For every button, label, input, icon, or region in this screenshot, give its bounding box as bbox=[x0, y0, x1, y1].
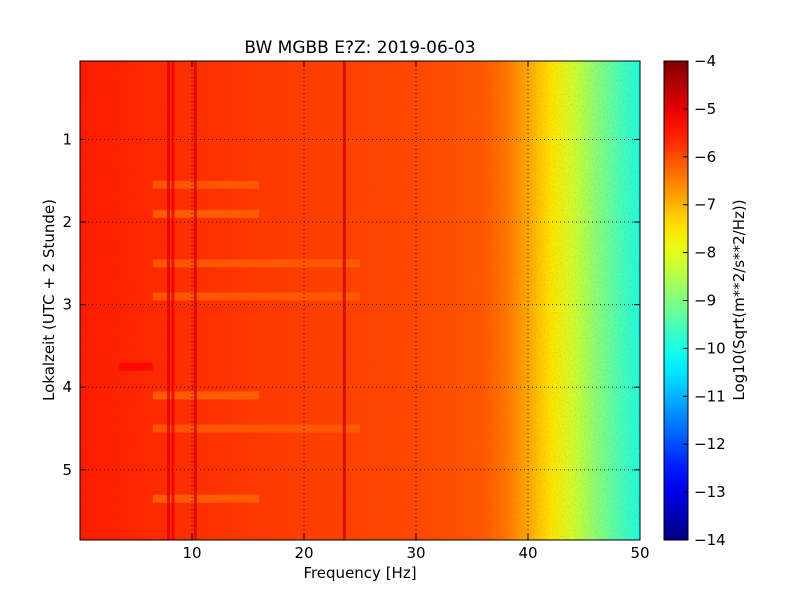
colorbar-tick-label: −13 bbox=[694, 483, 726, 501]
colorbar-tick-label: −10 bbox=[694, 339, 726, 357]
horizontal-band bbox=[152, 424, 360, 433]
colorbar-tick-label: −9 bbox=[694, 292, 716, 310]
plot-frame bbox=[79, 60, 641, 541]
vertical-line bbox=[193, 61, 197, 540]
horizontal-band bbox=[152, 292, 360, 301]
heatmap-features bbox=[119, 61, 360, 540]
horizontal-band bbox=[152, 259, 360, 268]
y-axis-ticks: 1 2 3 4 5 bbox=[62, 130, 640, 479]
x-tick-label: 30 bbox=[406, 544, 425, 562]
y-axis-label: Lokalzeit (UTC + 2 Stunde) bbox=[40, 199, 58, 401]
horizontal-band bbox=[152, 180, 260, 189]
colorbar-label: Log10(Sqrt(m**2/s**2/Hz)) bbox=[730, 199, 748, 400]
colorbar-tick-label: −4 bbox=[694, 52, 716, 70]
x-tick-label: 10 bbox=[182, 544, 201, 562]
chart-title: BW MGBB E?Z: 2019-06-03 bbox=[244, 38, 475, 58]
y-tick-label: 1 bbox=[62, 130, 72, 148]
colorbar-tick-label: −11 bbox=[694, 387, 726, 405]
colorbar-tick-label: −7 bbox=[694, 196, 716, 214]
heatmap-texture bbox=[80, 61, 640, 540]
vertical-line bbox=[342, 61, 346, 540]
plot-area: 10 20 30 40 50 1 2 3 4 5 bbox=[62, 60, 650, 562]
colorbar-tick-label: −12 bbox=[694, 435, 726, 453]
colorbar-tick-label: −14 bbox=[694, 531, 726, 549]
horizontal-band bbox=[152, 391, 260, 400]
colorbar: −4 −5 −6 −7 −8 −9 −10 −11 −12 −13 −14 Log10(Sqrt(m… bbox=[663, 52, 748, 549]
x-axis-ticks: 10 20 30 40 50 bbox=[182, 61, 650, 562]
y-tick-label: 3 bbox=[62, 296, 72, 314]
grid-lines bbox=[80, 61, 640, 540]
x-tick-label: 50 bbox=[630, 544, 649, 562]
x-axis-label: Frequency [Hz] bbox=[303, 564, 416, 582]
vertical-line bbox=[171, 61, 175, 540]
colorbar-ticks: −4 −5 −6 −7 −8 −9 −10 −11 −12 −13 −14 bbox=[683, 52, 726, 549]
colorbar-tick-label: −8 bbox=[694, 244, 716, 262]
x-tick-label: 20 bbox=[294, 544, 313, 562]
colorbar-tick-label: −6 bbox=[694, 148, 716, 166]
y-tick-label: 2 bbox=[62, 213, 72, 231]
y-tick-label: 4 bbox=[62, 378, 72, 396]
x-tick-label: 40 bbox=[518, 544, 537, 562]
y-tick-label: 5 bbox=[62, 461, 72, 479]
horizontal-band bbox=[152, 494, 260, 503]
horizontal-band bbox=[152, 209, 260, 218]
horizontal-band bbox=[119, 362, 153, 371]
colorbar-tick-label: −5 bbox=[694, 100, 716, 118]
vertical-line bbox=[166, 61, 170, 540]
